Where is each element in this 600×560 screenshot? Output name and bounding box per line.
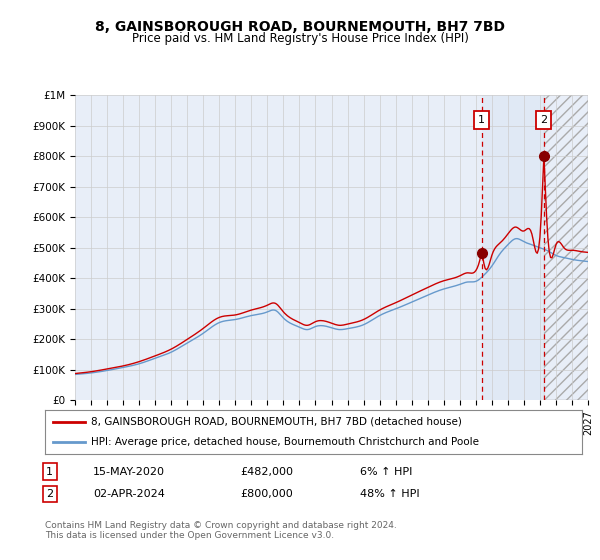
Bar: [482, 95, 544, 400]
Text: 2: 2: [46, 489, 53, 499]
Bar: [544, 95, 588, 400]
Bar: [544, 95, 588, 400]
Text: 8, GAINSBOROUGH ROAD, BOURNEMOUTH, BH7 7BD (detached house): 8, GAINSBOROUGH ROAD, BOURNEMOUTH, BH7 7…: [91, 417, 461, 427]
Text: £482,000: £482,000: [240, 466, 293, 477]
Text: 48% ↑ HPI: 48% ↑ HPI: [360, 489, 419, 499]
Text: £800,000: £800,000: [240, 489, 293, 499]
Text: 6% ↑ HPI: 6% ↑ HPI: [360, 466, 412, 477]
Text: 8, GAINSBOROUGH ROAD, BOURNEMOUTH, BH7 7BD: 8, GAINSBOROUGH ROAD, BOURNEMOUTH, BH7 7…: [95, 20, 505, 34]
Text: 02-APR-2024: 02-APR-2024: [93, 489, 165, 499]
Text: Contains HM Land Registry data © Crown copyright and database right 2024.
This d: Contains HM Land Registry data © Crown c…: [45, 521, 397, 540]
Text: 15-MAY-2020: 15-MAY-2020: [93, 466, 165, 477]
Text: 1: 1: [46, 466, 53, 477]
Text: Price paid vs. HM Land Registry's House Price Index (HPI): Price paid vs. HM Land Registry's House …: [131, 32, 469, 45]
Text: HPI: Average price, detached house, Bournemouth Christchurch and Poole: HPI: Average price, detached house, Bour…: [91, 437, 479, 447]
Text: 1: 1: [478, 115, 485, 125]
Text: 2: 2: [541, 115, 547, 125]
